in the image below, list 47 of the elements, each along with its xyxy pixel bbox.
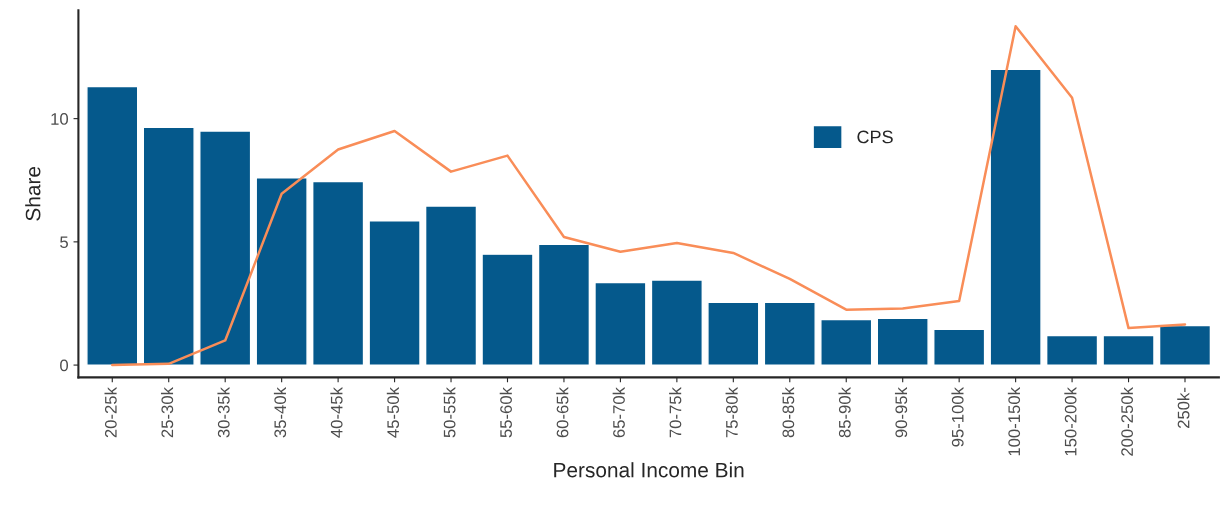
bar [594,281,647,366]
bar [707,301,760,366]
x-tick-label: 70-75k [669,387,682,438]
x-tick-label: 75-80k [725,387,738,438]
bar [255,177,308,366]
bar [650,279,703,366]
x-tick-label: 45-50k [386,387,400,438]
x-axis-title: Personal Income Bin [554,462,744,478]
y-tick-label: 5 [60,236,68,249]
bar [481,253,534,366]
bar [312,180,365,366]
x-tick-label: 80-85k [782,387,795,438]
x-tick-label: 35-40k [273,387,287,438]
x-tick-label: 65-70k [612,387,625,438]
bar [1158,324,1212,366]
x-tick-label: 40-45k [330,387,343,438]
line-series [111,24,1187,367]
x-tick-label: 150-200k [1064,387,1077,456]
x-tick-label: 60-65k [556,387,569,438]
bar [933,328,986,366]
y-axis-title: Share [25,166,41,221]
x-tick-label: 200-250k [1120,387,1134,456]
x-tick-label: 250k- [1177,387,1190,428]
bar [1045,334,1099,366]
x-tick-label: 25-30k [160,387,174,438]
x-tick-label: 85-90k [838,387,851,438]
legend-label: CPS [857,130,893,144]
bar [199,130,252,366]
bar [876,317,929,366]
x-tick-label: 90-95k [894,387,908,438]
bar [763,301,816,366]
bar [368,220,421,366]
x-tick-label: 20-25k [104,387,117,438]
bar [1102,334,1155,366]
bar [820,318,873,366]
x-tick-label: 100-150k [1007,387,1021,456]
y-tick-label: 0 [60,359,69,372]
bar [142,126,195,366]
x-tick-label: 95-100k [951,387,964,447]
bar [989,68,1042,366]
x-tick-label: 50-55k [443,387,456,438]
y-tick-label: 10 [51,113,69,125]
bar [86,85,139,366]
x-tick-label: 55-60k [499,387,512,438]
x-tick-label: 30-35k [217,387,230,438]
bar [424,205,478,366]
bar [537,243,591,366]
